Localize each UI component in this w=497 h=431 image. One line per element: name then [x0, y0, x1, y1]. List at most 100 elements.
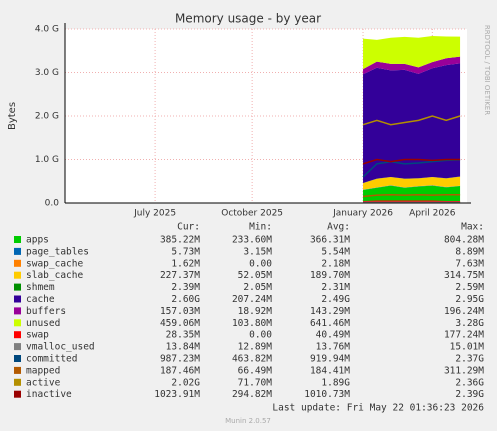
legend-stat: 2.05M: [243, 282, 272, 293]
legend-stat: 13.76M: [316, 342, 351, 353]
legend-header: Avg:: [327, 222, 350, 233]
legend-stat: 5.54M: [321, 246, 350, 257]
legend-stat: 18.92M: [238, 306, 273, 317]
legend-entry: slab_cache: [26, 270, 83, 281]
legend-stat: 12.89M: [238, 342, 273, 353]
y-tick-label: 3.0 G: [35, 68, 59, 78]
legend-stat: 2.18M: [321, 258, 350, 269]
legend-stat: 459.06M: [160, 318, 200, 329]
version: Munin 2.0.57: [225, 417, 271, 425]
legend-entry: swap_cache: [26, 258, 83, 269]
legend-entry: mapped: [26, 365, 60, 376]
legend-stat: 207.24M: [232, 294, 272, 305]
legend-swatch: [14, 319, 21, 327]
legend-stat: 2.37G: [455, 354, 484, 365]
legend-stat: 2.39G: [455, 389, 484, 400]
legend-stat: 227.37M: [160, 270, 200, 281]
legend-entry: active: [26, 377, 61, 388]
area: [363, 176, 461, 190]
legend-stat: 2.60G: [171, 294, 200, 305]
legend-stat: 987.23M: [160, 354, 200, 365]
legend-swatch: [14, 378, 21, 386]
legend-stat: 366.31M: [310, 235, 350, 246]
legend-stat: 52.05M: [238, 270, 273, 281]
legend-stat: 189.70M: [310, 270, 350, 281]
y-tick-label: 0.0: [45, 199, 60, 209]
legend-swatch: [14, 307, 21, 315]
legend-stat: 2.95G: [455, 294, 484, 305]
legend-swatch: [14, 271, 21, 279]
legend-stat: 8.89M: [455, 246, 484, 257]
legend-stat: 463.82M: [232, 354, 272, 365]
y-tick-label: 1.0 G: [35, 155, 59, 165]
x-tick-label: July 2025: [133, 209, 176, 219]
legend-entry: inactive: [26, 389, 72, 400]
legend-stat: 1010.73M: [304, 389, 350, 400]
legend-stat: 40.49M: [316, 330, 351, 341]
legend-stat: 311.29M: [444, 365, 484, 376]
legend-stat: 1023.91M: [154, 389, 200, 400]
legend-entry: vmalloc_used: [26, 342, 95, 353]
legend-stat: 28.35M: [166, 330, 201, 341]
line: [362, 115, 461, 126]
legend-swatch: [14, 259, 21, 267]
legend-header: Max:: [461, 222, 484, 233]
side-text: RRDTOOL / TOBI OETIKER: [483, 25, 491, 115]
legend-stat: 3.28G: [455, 318, 484, 329]
legend-stat: 187.46M: [160, 365, 200, 376]
legend-stat: 2.31M: [321, 282, 350, 293]
legend-stat: 2.36G: [455, 377, 484, 388]
legend-stat: 0.00: [249, 258, 272, 269]
y-tick-label: 4.0 G: [35, 25, 59, 35]
legend-stat: 0.00: [249, 330, 272, 341]
legend-entry: page_tables: [26, 246, 89, 257]
legend-entry: committed: [26, 354, 77, 365]
legend-entry: unused: [26, 318, 60, 329]
last-update: Last update: Fri May 22 01:36:23 2026: [272, 403, 484, 414]
legend-swatch: [14, 343, 21, 351]
legend-swatch: [14, 390, 21, 398]
line: [362, 159, 461, 178]
y-axis-label: Bytes: [7, 102, 18, 130]
chart-title: Memory usage - by year: [175, 12, 321, 26]
x-tick-label: January 2026: [332, 209, 393, 219]
legend-swatch: [14, 366, 21, 374]
legend-stat: 314.75M: [444, 270, 484, 281]
legend-stat: 184.41M: [310, 365, 350, 376]
area: [363, 63, 461, 184]
legend-stat: 143.29M: [310, 306, 350, 317]
legend-stat: 7.63M: [455, 258, 484, 269]
legend-stat: 233.60M: [232, 235, 272, 246]
legend-entry: shmem: [26, 282, 55, 293]
line: [362, 158, 461, 165]
legend-stat: 2.02G: [171, 377, 200, 388]
legend-stat: 157.03M: [160, 306, 200, 317]
legend-stat: 294.82M: [232, 389, 272, 400]
legend-entry: buffers: [26, 306, 66, 317]
legend-swatch: [14, 236, 21, 243]
area: [363, 56, 461, 75]
legend-stat: 804.28M: [444, 235, 484, 246]
legend-stat: 103.80M: [232, 318, 272, 329]
x-tick-label: April 2026: [409, 209, 456, 219]
legend-stat: 919.94M: [310, 354, 350, 365]
legend-stat: 13.84M: [166, 342, 201, 353]
legend-stat: 177.24M: [444, 330, 484, 341]
line: [363, 200, 461, 203]
legend-stat: 66.49M: [238, 365, 273, 376]
legend-stat: 385.22M: [160, 235, 200, 246]
legend-stat: 2.59M: [455, 282, 484, 293]
line: [362, 193, 461, 198]
legend-swatch: [14, 355, 21, 362]
legend-entry: swap: [26, 330, 49, 341]
legend-stat: 5.73M: [171, 246, 200, 257]
legend-header: Min:: [249, 222, 272, 233]
legend-entry: apps: [26, 235, 49, 246]
legend-stat: 2.39M: [171, 282, 200, 293]
legend-stat: 71.70M: [238, 377, 273, 388]
legend-stat: 3.15M: [243, 246, 272, 257]
area: [363, 36, 461, 70]
legend-swatch: [14, 331, 21, 339]
legend-stat: 2.49G: [321, 294, 350, 305]
